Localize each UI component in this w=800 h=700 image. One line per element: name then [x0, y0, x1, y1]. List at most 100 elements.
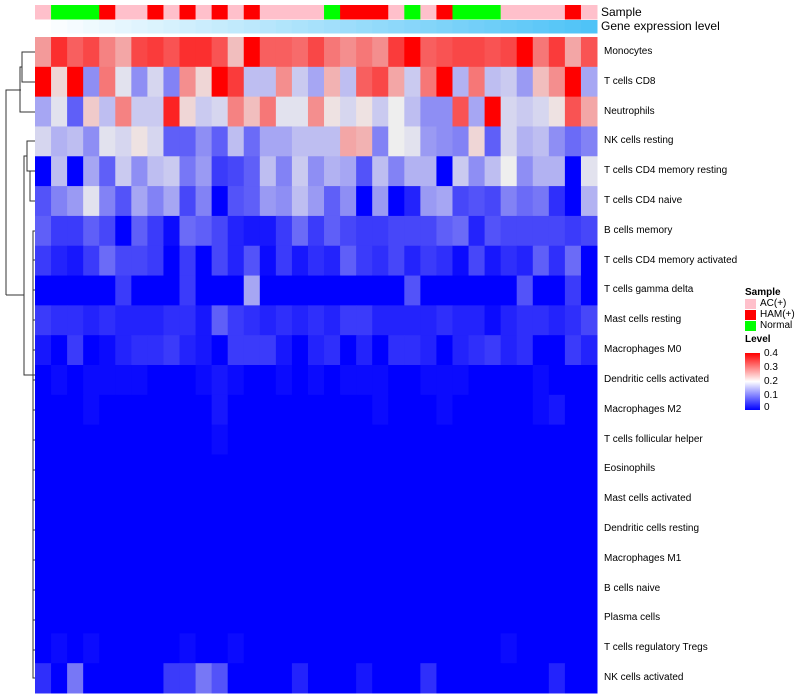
heatmap-cell	[324, 66, 341, 98]
heatmap-cell	[195, 543, 213, 575]
heatmap-cell	[243, 603, 261, 634]
heatmap-cell	[243, 424, 261, 455]
heatmap-cell	[404, 275, 421, 306]
heatmap-cell	[211, 37, 229, 68]
heatmap-cell	[484, 454, 502, 485]
heatmap-cell	[404, 365, 421, 396]
heatmap-cell	[243, 37, 261, 68]
heatmap-cell	[580, 215, 598, 247]
heatmap-cell	[227, 454, 245, 485]
heatmap-cell	[51, 663, 68, 694]
heatmap-cell	[291, 335, 309, 366]
heatmap-cell	[83, 633, 100, 664]
heatmap-cell	[532, 156, 550, 187]
heatmap-cell	[372, 365, 389, 396]
heatmap-cell	[163, 484, 181, 515]
heatmap-cell	[388, 96, 405, 127]
sample-annotation-cell	[307, 5, 325, 20]
heatmap-cell	[179, 186, 197, 217]
heatmap-cell	[275, 245, 293, 277]
heatmap-cell	[259, 454, 277, 485]
heatmap-cell	[35, 245, 52, 277]
heatmap-cell	[388, 663, 405, 694]
heatmap-cell	[307, 215, 325, 247]
heatmap-cell	[356, 186, 373, 217]
heatmap-cell	[51, 633, 68, 664]
heatmap-cell	[324, 126, 341, 157]
heatmap-cell	[115, 275, 132, 306]
gene-annotation-label: Gene expression level	[601, 19, 720, 33]
heatmap-cell	[83, 603, 100, 634]
heatmap-cell	[83, 156, 100, 187]
heatmap-cell	[356, 663, 373, 694]
heatmap-cell	[372, 394, 389, 426]
gene-annotation-cell	[211, 20, 229, 34]
gene-annotation-cell	[51, 20, 68, 34]
heatmap-cell	[51, 365, 68, 396]
heatmap-cell	[211, 305, 229, 336]
heatmap-cell	[484, 633, 502, 664]
gene-annotation-cell	[436, 20, 453, 34]
heatmap-cell	[372, 514, 389, 545]
heatmap-cell	[372, 454, 389, 485]
gene-annotation-cell	[115, 20, 132, 34]
gene-annotation-cell	[131, 20, 148, 34]
heatmap-cell	[516, 394, 534, 426]
heatmap-cell	[436, 335, 453, 366]
heatmap-cell	[564, 66, 582, 98]
heatmap-cell	[404, 186, 421, 217]
heatmap-cell	[340, 484, 357, 515]
heatmap-cell	[500, 454, 518, 485]
heatmap-cell	[83, 186, 100, 217]
heatmap-cell	[580, 186, 598, 217]
heatmap-cell	[51, 305, 68, 336]
heatmap-cell	[83, 275, 100, 306]
heatmap-cell	[227, 186, 245, 217]
heatmap-cell	[131, 245, 148, 277]
gene-annotation-cell	[388, 20, 405, 34]
heatmap-cell	[291, 126, 309, 157]
heatmap-cell	[163, 603, 181, 634]
sample-annotation-cell	[388, 5, 405, 20]
heatmap-cell	[211, 96, 229, 127]
heatmap-cell	[35, 394, 52, 426]
sample-annotation-cell	[291, 5, 309, 20]
heatmap-cell	[564, 156, 582, 187]
heatmap-cell	[163, 633, 181, 664]
heatmap-cell	[195, 663, 213, 694]
sample-annotation-cell	[163, 5, 181, 20]
heatmap-cell	[500, 96, 518, 127]
heatmap-cell	[131, 394, 148, 426]
heatmap-cell	[275, 454, 293, 485]
heatmap-cell	[275, 365, 293, 396]
gene-annotation-cell	[564, 20, 582, 34]
heatmap-cell	[211, 215, 229, 247]
heatmap-cell	[67, 543, 84, 575]
heatmap-cell	[388, 454, 405, 485]
heatmap-cell	[420, 663, 437, 694]
sample-annotation-cell	[436, 5, 453, 20]
heatmap-cell	[340, 66, 357, 98]
heatmap-cell	[388, 424, 405, 455]
heatmap-cell	[195, 245, 213, 277]
heatmap-cell	[580, 156, 598, 187]
heatmap-cell	[99, 424, 116, 455]
heatmap-cell	[131, 335, 148, 366]
heatmap-cell	[243, 186, 261, 217]
heatmap-cell	[404, 66, 421, 98]
heatmap-cell	[163, 365, 181, 396]
heatmap-cell	[324, 484, 341, 515]
heatmap-cell	[291, 66, 309, 98]
heatmap-cell	[484, 394, 502, 426]
heatmap-cell	[291, 454, 309, 485]
heatmap-cell	[532, 335, 550, 366]
gene-annotation-cell	[500, 20, 518, 34]
heatmap-cell	[211, 424, 229, 455]
heatmap-cell	[147, 603, 164, 634]
heatmap-cell	[324, 156, 341, 187]
heatmap-cell	[115, 215, 132, 247]
heatmap-cell	[340, 275, 357, 306]
sample-annotation-cell	[580, 5, 598, 20]
heatmap-cell	[548, 186, 566, 217]
heatmap-cell	[452, 66, 470, 98]
